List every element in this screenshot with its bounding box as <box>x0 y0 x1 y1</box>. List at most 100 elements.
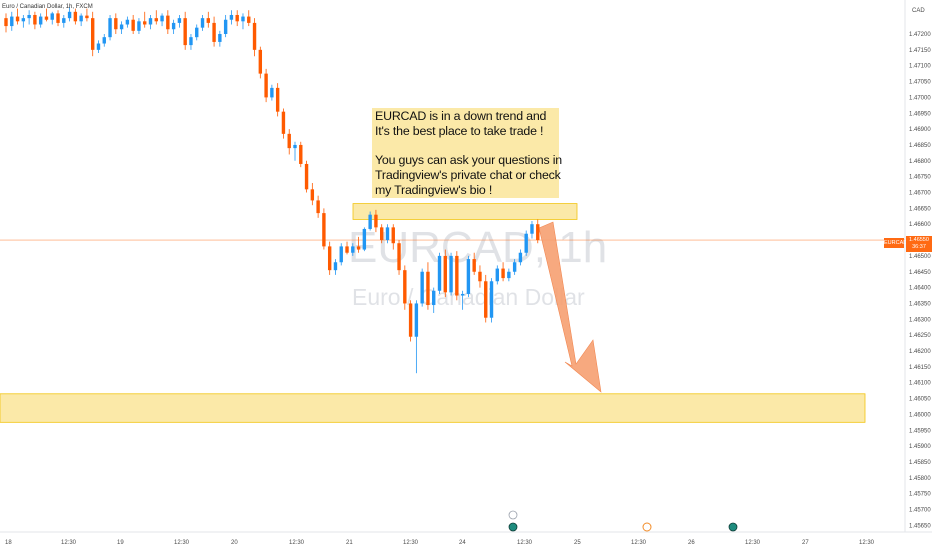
y-tick-label: 1.46750 <box>909 175 931 181</box>
candle <box>33 11 37 30</box>
candle <box>4 13 8 33</box>
candle <box>10 11 14 31</box>
currency-label: CAD <box>912 8 925 14</box>
candle <box>148 14 153 30</box>
candle <box>270 84 274 101</box>
candle-body <box>21 18 26 22</box>
candle-body <box>489 281 494 318</box>
y-tick-label: 1.45750 <box>909 492 931 498</box>
candle <box>322 208 326 250</box>
candle <box>15 8 20 25</box>
candle-body <box>536 224 540 241</box>
candle-body <box>518 252 523 263</box>
candle <box>171 19 176 34</box>
candle-body <box>316 200 320 214</box>
candle <box>143 11 147 28</box>
y-tick-label: 1.45650 <box>909 523 931 529</box>
y-tick-label: 1.47200 <box>909 32 931 38</box>
candle-body <box>33 14 37 25</box>
y-tick-label: 1.45800 <box>909 476 931 482</box>
x-tick-label: 12:30 <box>517 540 533 546</box>
target-zone <box>0 393 866 423</box>
candle <box>96 40 101 54</box>
candle <box>195 24 199 41</box>
candle-body <box>154 18 158 22</box>
candle-body <box>264 73 268 98</box>
candle <box>351 243 355 256</box>
candle-body <box>200 18 205 28</box>
candle-body <box>374 214 378 228</box>
x-tick-label: 18 <box>5 540 12 546</box>
candle-body <box>44 16 49 20</box>
candle-body <box>102 37 106 44</box>
candle <box>403 265 407 310</box>
candle-body <box>414 303 419 337</box>
candle <box>432 287 436 313</box>
y-tick-label: 1.45700 <box>909 508 931 514</box>
candle <box>391 224 395 250</box>
x-tick-label: 21 <box>346 540 353 546</box>
candle-body <box>507 271 511 279</box>
y-tick-label: 1.46400 <box>909 286 931 292</box>
candle-body <box>235 14 239 22</box>
candle-body <box>449 255 453 293</box>
candle <box>466 255 471 298</box>
candle-body <box>67 11 72 19</box>
x-tick-label: 12:30 <box>403 540 419 546</box>
x-tick-label: 12:30 <box>61 540 77 546</box>
annotation-note[interactable]: EURCAD is in a down trend and It's the b… <box>372 108 562 198</box>
y-tick-label: 1.46450 <box>909 270 931 276</box>
y-tick-label: 1.47150 <box>909 48 931 54</box>
candle <box>304 160 309 193</box>
y-tick-label: 1.46900 <box>909 127 931 133</box>
candle-body <box>281 111 286 134</box>
candle <box>183 11 187 50</box>
candle <box>166 10 170 34</box>
candle-body <box>293 144 297 149</box>
y-tick-label: 1.46200 <box>909 349 931 355</box>
candle-body <box>229 14 234 20</box>
candle-body <box>114 18 118 30</box>
candle <box>160 13 164 27</box>
candle <box>223 14 228 38</box>
candle-body <box>91 18 95 50</box>
dividend-marker-icon <box>642 522 652 532</box>
candle-body <box>252 22 257 50</box>
candle-body <box>96 43 101 50</box>
candle-body <box>177 18 182 23</box>
y-tick-label: 1.46350 <box>909 301 931 307</box>
y-tick-label: 1.46500 <box>909 254 931 260</box>
candle <box>212 16 216 47</box>
x-tick-label: 19 <box>117 540 124 546</box>
candle-body <box>15 16 20 22</box>
candle <box>507 268 511 282</box>
candle <box>299 141 303 168</box>
y-tick-label: 1.46250 <box>909 333 931 339</box>
candle-body <box>460 293 465 296</box>
candle <box>472 252 476 275</box>
candle-body <box>455 255 459 296</box>
candle <box>426 262 430 310</box>
x-tick-label: 25 <box>574 540 581 546</box>
y-tick-label: 1.46800 <box>909 159 931 165</box>
candle-body <box>241 16 245 22</box>
candle <box>362 227 367 252</box>
candle <box>443 249 447 298</box>
y-tick-label: 1.46100 <box>909 381 931 387</box>
candle <box>327 241 332 275</box>
candle-body <box>345 246 349 253</box>
candle-body <box>432 290 436 306</box>
x-tick-label: 12:30 <box>859 540 875 546</box>
y-tick-label: 1.46850 <box>909 143 931 149</box>
x-tick-label: 24 <box>459 540 466 546</box>
candle-body <box>339 246 343 263</box>
candle <box>102 34 106 47</box>
y-tick-label: 1.46000 <box>909 412 931 418</box>
candle <box>189 34 193 50</box>
candle <box>119 21 124 34</box>
y-tick-label: 1.45850 <box>909 460 931 466</box>
candle <box>408 300 413 342</box>
candle <box>131 14 135 34</box>
candle-body <box>408 303 413 337</box>
